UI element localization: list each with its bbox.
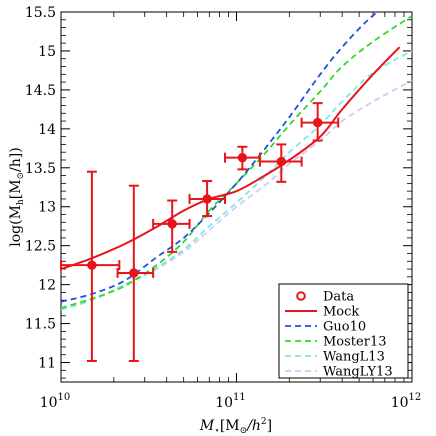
y-axis-title: log(Mh[M⊙/h]) (8, 147, 26, 246)
x-tick-label: 1012 (391, 392, 422, 411)
y-tick-label: 15 (38, 44, 56, 60)
data-point (300, 102, 340, 142)
y-tick-label: 11.5 (25, 317, 56, 333)
legend-entry: Data (296, 290, 354, 305)
y-tick-label: 12 (38, 278, 56, 294)
y-tick-label: 13.5 (25, 161, 56, 177)
axis-ticks: 1010 1011 1012 11 11.5 12 12.5 13 13.5 14 14.5 15 15… (25, 5, 421, 411)
legend-entry: WangL13 (285, 350, 385, 365)
series-line-guo10 (61, 12, 379, 303)
y-tick-label: 13 (38, 200, 56, 216)
y-tick-label: 12.5 (25, 239, 56, 255)
legend-entry: Moster13 (285, 335, 386, 350)
series-line-mock (61, 46, 401, 270)
data-point (258, 143, 303, 183)
legend-label: Guo10 (323, 320, 366, 335)
model-curves (61, 12, 412, 311)
y-tick-label: 14 (38, 122, 56, 138)
data-point (188, 180, 227, 218)
data-points (60, 102, 340, 362)
legend-label: Data (323, 290, 354, 305)
data-point (116, 184, 155, 362)
series-line-wangl13 (61, 50, 412, 311)
x-axis-title: M⋆[M⊙/h2] (199, 417, 272, 436)
legend-marker (296, 291, 306, 301)
legend-entry: WangLY13 (285, 365, 393, 380)
data-marker (276, 156, 287, 167)
legend-entry: Guo10 (285, 320, 366, 335)
data-marker (87, 260, 97, 270)
series-line-moster13 (61, 15, 412, 309)
x-tick-label: 1010 (40, 392, 71, 411)
legend-entry: Mock (285, 305, 359, 320)
x-tick-label: 1011 (215, 392, 246, 411)
data-point (152, 199, 191, 253)
y-tick-label: 11 (38, 356, 56, 372)
y-tick-label: 15.5 (25, 5, 56, 21)
y-tick-label: 14.5 (25, 83, 56, 99)
data-marker (202, 194, 212, 204)
data-marker (237, 152, 248, 163)
legend-label: Moster13 (323, 335, 386, 350)
data-marker (312, 117, 323, 128)
data-marker (129, 268, 139, 278)
data-point (60, 170, 121, 362)
legend-label: Mock (323, 305, 359, 320)
data-point (224, 145, 261, 171)
data-marker (167, 219, 177, 229)
legend-label: WangL13 (323, 350, 385, 365)
series-line-wangly13 (61, 79, 412, 311)
legend-label: WangLY13 (323, 365, 393, 380)
